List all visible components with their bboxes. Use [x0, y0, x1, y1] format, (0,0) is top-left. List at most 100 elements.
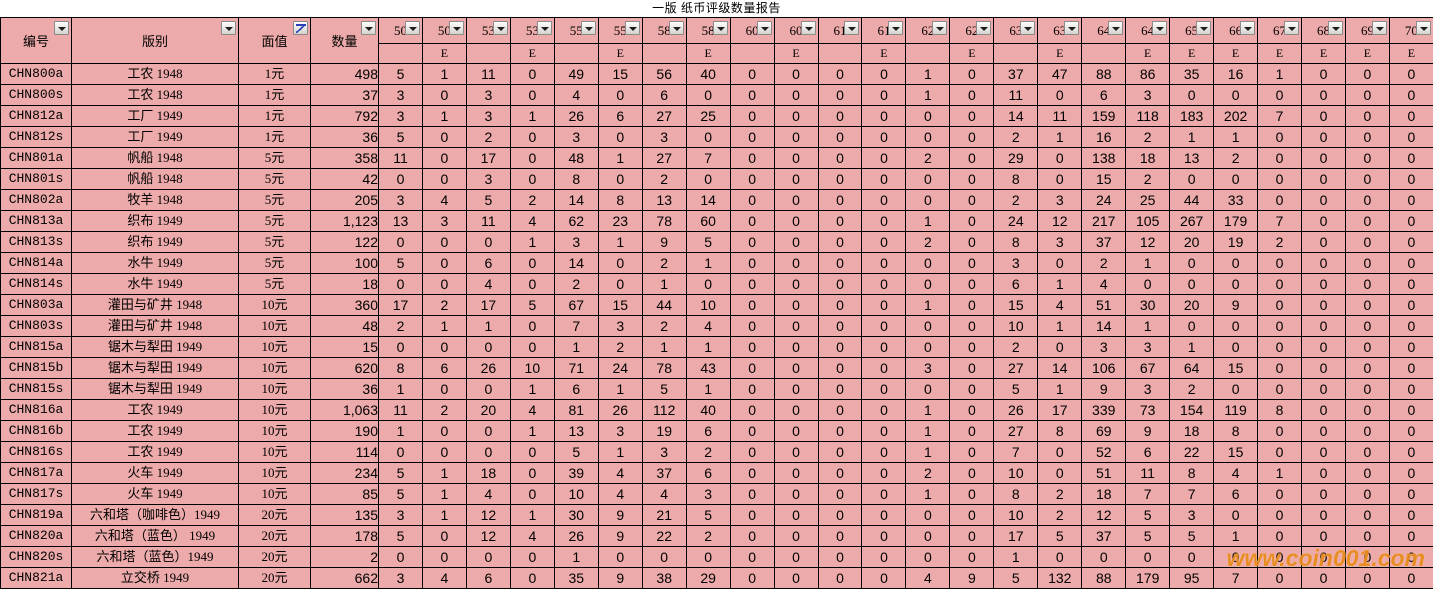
table-row[interactable]: CHN813s 织布 1949 5元 122 0 0 0 1 3 1 9 5 0 0 0 0 2 0 8 3 37 12 2…	[0, 231, 1433, 253]
table-row[interactable]: CHN800a 工农 1948 1元 498 5 1 11 0 49 15 56 40 0 0 0 0 1 0 37…	[0, 63, 1433, 85]
col-header-grade-69E[interactable]: 69 E	[1344, 17, 1390, 64]
col-header-grade-55E[interactable]: 55 E	[597, 17, 643, 64]
col-header-grade-61[interactable]: 61	[817, 17, 863, 64]
cell-grade-count: 0	[1388, 420, 1433, 442]
chevron-down-icon[interactable]	[1152, 21, 1168, 35]
col-header-grade-50[interactable]: 50	[378, 17, 423, 64]
cell-grade-count: 8	[1257, 399, 1303, 421]
col-header-grade-60E[interactable]: 60 E	[773, 17, 819, 64]
col-header-grade-65E[interactable]: 65 E	[1169, 17, 1215, 64]
chevron-down-icon[interactable]	[221, 21, 236, 35]
cell-grade-count: 0	[1388, 378, 1433, 400]
cell-grade-count: 0	[378, 546, 423, 568]
chevron-down-icon[interactable]	[756, 21, 772, 35]
col-header-grade-70E[interactable]: 70 E	[1388, 17, 1433, 64]
cell-grade-count: 0	[861, 336, 907, 358]
cell-grade-count: 1	[509, 504, 555, 526]
col-header-variety[interactable]: 版别	[71, 17, 239, 64]
col-header-grade-63E[interactable]: 63 E	[1037, 17, 1083, 64]
table-row[interactable]: CHN817s 火车 1949 10元 85 5 1 4 0 10 4 4 3 0 0 0 0 1 0 8 2 18 7 7…	[0, 483, 1433, 505]
chevron-down-icon[interactable]	[361, 21, 376, 35]
chevron-down-icon[interactable]	[492, 21, 508, 35]
col-header-grade-64[interactable]: 64	[1081, 17, 1127, 64]
cell-grade-count: 0	[1388, 336, 1433, 358]
cell-grade-count: 0	[509, 483, 555, 505]
chevron-down-icon[interactable]	[1327, 21, 1343, 35]
col-header-grade-53[interactable]: 53	[465, 17, 511, 64]
filter-active-icon[interactable]	[293, 21, 308, 35]
chevron-down-icon[interactable]	[932, 21, 948, 35]
chevron-down-icon[interactable]	[448, 21, 464, 35]
table-row[interactable]: CHN815s 锯木与犁田 1949 10元 36 1 0 0 1 6 1 5 1 0 0 0 0 0 0 5 1 9 3…	[0, 378, 1433, 400]
table-row[interactable]: CHN815a 锯木与犁田 1949 10元 15 0 0 0 0 1 2 1 1 0 0 0 0 0 0 2 0 3 3…	[0, 336, 1433, 358]
table-row[interactable]: CHN816b 工农 1949 10元 190 1 0 0 1 13 3 19 6 0 0 0 0 1 0 27 8 6…	[0, 420, 1433, 442]
cell-grade-count: 0	[861, 567, 907, 589]
grade-number: 61	[862, 19, 905, 44]
cell-grade-count: 23	[597, 210, 643, 232]
table-row[interactable]: CHN813a 织布 1949 5元 1,123 13 3 11 4 62 23 78 60 0 0 0 0 1…	[0, 210, 1433, 232]
chevron-down-icon[interactable]	[580, 21, 596, 35]
table-row[interactable]: CHN815b 锯木与犁田 1949 10元 620 8 6 26 10 71 24 78 43 0 0 0…	[0, 357, 1433, 379]
table-row[interactable]: CHN820s 六和塔（蓝色）1949 20元 2 0 0 0 0 1 0 0 0 0 0 0 0 0 0 1 0 0 0…	[0, 546, 1433, 568]
cell-grade-count: 0	[1037, 546, 1083, 568]
table-row[interactable]: CHN816s 工农 1949 10元 114 0 0 0 0 5 1 3 2 0 0 0 0 1 0 7 0 52 6 2…	[0, 441, 1433, 463]
col-header-grade-62E[interactable]: 62 E	[949, 17, 995, 64]
cell-variety: 火车 1949	[71, 462, 239, 484]
chevron-down-icon[interactable]	[536, 21, 552, 35]
table-row[interactable]: CHN814a 水牛 1949 5元 100 5 0 6 0 14 0 2 1 0 0 0 0 0 0 3 0 2 1 0 0…	[0, 252, 1433, 274]
chevron-down-icon[interactable]	[1196, 21, 1212, 35]
table-row[interactable]: CHN812s 工厂 1949 1元 36 5 0 2 0 3 0 3 0 0 0 0 0 0 0 2 1 16 2 1 1 0…	[0, 126, 1433, 148]
col-header-grade-66E[interactable]: 66 E	[1213, 17, 1259, 64]
chevron-down-icon[interactable]	[844, 21, 860, 35]
col-header-denomination[interactable]: 面值	[238, 17, 311, 64]
col-header-grade-58[interactable]: 58	[641, 17, 687, 64]
col-header-grade-62[interactable]: 62	[905, 17, 951, 64]
cell-denomination: 10元	[238, 483, 311, 505]
col-header-grade-50E[interactable]: 50 E	[421, 17, 467, 64]
col-header-grade-63[interactable]: 63	[993, 17, 1039, 64]
col-header-grade-68E[interactable]: 68 E	[1301, 17, 1346, 64]
table-row[interactable]: CHN820a 六和塔（蓝色） 1949 20元 178 5 0 12 4 26 9 22 2 0 0 0 0…	[0, 525, 1433, 547]
chevron-down-icon[interactable]	[888, 21, 904, 35]
chevron-down-icon[interactable]	[800, 21, 816, 35]
table-row[interactable]: CHN812a 工厂 1949 1元 792 3 1 3 1 26 6 27 25 0 0 0 0 0 0 14 11…	[0, 105, 1433, 127]
table-row[interactable]: CHN801a 帆船 1948 5元 358 11 0 17 0 48 1 27 7 0 0 0 0 2 0 29 0…	[0, 147, 1433, 169]
chevron-down-icon[interactable]	[1284, 21, 1300, 35]
chevron-down-icon[interactable]	[404, 21, 420, 35]
col-header-quantity[interactable]: 数量	[310, 17, 379, 64]
col-header-grade-64E[interactable]: 64 E	[1125, 17, 1171, 64]
cell-grade-count: 67	[1125, 357, 1171, 379]
table-row[interactable]: CHN814s 水牛 1949 5元 18 0 0 4 0 2 0 1 0 0 0 0 0 0 0 6 1 4 0 0 0 0 0…	[0, 273, 1433, 295]
table-row[interactable]: CHN803a 灌田与矿井 1948 10元 360 17 2 17 5 67 15 44 10 0 0 0…	[0, 294, 1433, 316]
col-header-grade-67E[interactable]: 67 E	[1257, 17, 1303, 64]
chevron-down-icon[interactable]	[1240, 21, 1256, 35]
table-row[interactable]: CHN801s 帆船 1948 5元 42 0 0 3 0 8 0 2 0 0 0 0 0 0 0 8 0 15 2 0 0 0…	[0, 168, 1433, 190]
chevron-down-icon[interactable]	[976, 21, 992, 35]
col-header-code[interactable]: 编号	[0, 17, 72, 64]
col-header-grade-61E[interactable]: 61 E	[861, 17, 907, 64]
chevron-down-icon[interactable]	[1108, 21, 1124, 35]
col-header-grade-55[interactable]: 55	[553, 17, 599, 64]
chevron-down-icon[interactable]	[1371, 21, 1387, 35]
table-row[interactable]: CHN803s 灌田与矿井 1948 10元 48 2 1 1 0 7 3 2 4 0 0 0 0 0 0 10 1 1…	[0, 315, 1433, 337]
cell-grade-count: 0	[817, 168, 863, 190]
cell-grade-count: 0	[421, 126, 467, 148]
table-row[interactable]: CHN819a 六和塔（咖啡色）1949 20元 135 3 1 12 1 30 9 21 5 0 0 0 0…	[0, 504, 1433, 526]
chevron-down-icon[interactable]	[1064, 21, 1080, 35]
cell-grade-count: 0	[1213, 252, 1259, 274]
chevron-down-icon[interactable]	[712, 21, 728, 35]
col-header-grade-58E[interactable]: 58 E	[685, 17, 731, 64]
col-header-grade-60[interactable]: 60	[729, 17, 775, 64]
table-row[interactable]: CHN802a 牧羊 1948 5元 205 3 4 5 2 14 8 13 14 0 0 0 0 0 0 2 3 24…	[0, 189, 1433, 211]
chevron-down-icon[interactable]	[54, 21, 69, 35]
chevron-down-icon[interactable]	[668, 21, 684, 35]
table-row[interactable]: CHN816a 工农 1949 10元 1,063 11 2 20 4 81 26 112 40 0 0 0…	[0, 399, 1433, 421]
chevron-down-icon[interactable]	[1415, 21, 1431, 35]
table-row[interactable]: CHN800s 工农 1948 1元 37 3 0 3 0 4 0 6 0 0 0 0 0 1 0 11 0 6 3 0 0 0…	[0, 84, 1433, 106]
chevron-down-icon[interactable]	[624, 21, 640, 35]
table-row[interactable]: CHN821a 立交桥 1949 20元 662 3 4 6 0 35 9 38 29 0 0 0 0 4 9 5 1…	[0, 567, 1433, 589]
table-row[interactable]: CHN817a 火车 1949 10元 234 5 1 18 0 39 4 37 6 0 0 0 0 2 0 10 0…	[0, 462, 1433, 484]
cell-grade-count: 5	[993, 567, 1039, 589]
col-header-grade-53E[interactable]: 53 E	[509, 17, 555, 64]
chevron-down-icon[interactable]	[1020, 21, 1036, 35]
